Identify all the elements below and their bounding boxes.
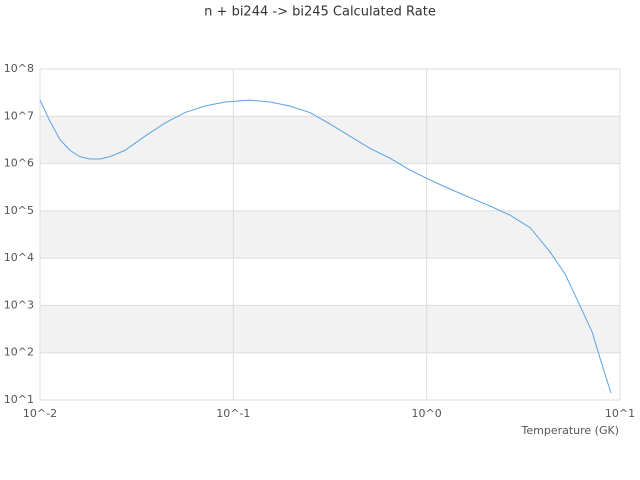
line — [39, 99, 612, 394]
x-tick-label: 10^1 — [605, 407, 635, 420]
x-tick-label: 10^-1 — [216, 407, 250, 420]
y-tick-label: 10^6 — [4, 157, 34, 170]
grid-band — [40, 305, 620, 353]
x-tick-label: 10^0 — [412, 407, 442, 420]
x-axis-label: Temperature (GK) — [521, 424, 620, 437]
y-tick-label: 10^2 — [4, 346, 34, 359]
y-tick-label: 10^5 — [4, 204, 34, 217]
y-tick-label: 10^7 — [4, 109, 34, 122]
y-tick-label: 10^8 — [4, 62, 34, 75]
chart-title: n + bi244 -> bi245 Calculated Rate — [204, 5, 436, 20]
y-tick-label: 10^1 — [4, 393, 34, 406]
y-tick-label: 10^4 — [4, 251, 34, 264]
y-tick-label: 10^3 — [4, 298, 34, 311]
x-tick-label: 10^-2 — [23, 407, 57, 420]
grid-band — [40, 210, 620, 259]
